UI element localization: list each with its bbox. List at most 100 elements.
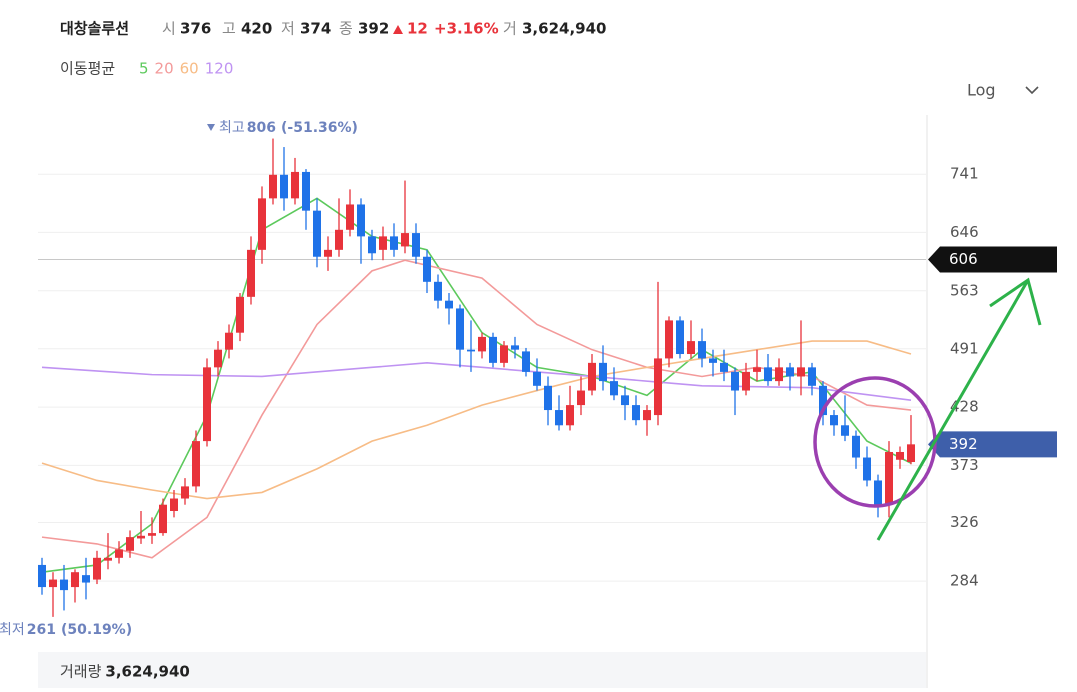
candle-body [863,457,871,481]
open-label: 시 [162,20,176,38]
high-value: 420 [241,20,272,38]
crosshair-tag [928,246,1057,273]
candle-body [280,174,288,199]
candle-body [555,410,563,426]
candle-body [368,236,376,254]
candle-body [786,367,794,377]
candle-body [654,358,662,416]
candle-body [566,405,574,426]
y-tick-label: 326 [950,513,979,531]
candle-body [159,504,167,534]
low-label: 저 [281,20,295,38]
annotation-value: 261 [27,622,56,638]
candle-body [885,451,893,505]
candle-body [907,444,915,463]
candle-body [170,498,178,511]
candle-body [709,358,717,363]
candle-body [71,572,79,588]
candle-body [522,351,530,372]
candle-body [324,249,332,257]
candle-body [764,367,772,382]
candle-body [247,249,255,297]
candle-body [335,229,343,250]
close-label: 종 [339,20,353,38]
candle-body [874,480,882,505]
arrow-head [989,277,1042,326]
candle-body [357,204,365,237]
candle-body [676,320,684,355]
candle-body [379,236,387,250]
candle-body [643,410,651,421]
scale-toggle[interactable]: Log [967,81,996,100]
annotation-change: (-51.36%) [281,120,358,136]
candle-body [148,533,156,536]
change-rate: +3.16% [434,20,499,38]
candle-body [830,415,838,426]
candle-body [269,174,277,199]
candle-body [225,332,233,350]
candle-body [577,390,585,406]
candle-body [841,425,849,436]
annotation-label: 최고 [219,120,245,136]
stock-name: 대창솔루션 [60,20,129,38]
candle-body [236,296,244,333]
change: 12 [407,20,428,38]
candle-body [610,381,618,396]
candle-body [192,441,200,487]
candle-body [93,557,101,580]
ma-legend-item: 60 [180,60,199,78]
last-price-value: 392 [949,435,978,453]
candle-body [115,549,123,558]
y-tick-label: 741 [950,165,979,183]
y-tick-label: 491 [950,339,979,357]
candle-body [390,236,398,250]
y-tick-label: 563 [950,281,979,299]
candle-body [181,486,189,499]
candle-body [742,371,750,391]
candle-body [698,341,706,359]
candle-body [291,171,299,199]
candle-body [137,535,145,539]
volume-value: 3,624,940 [522,20,606,38]
candle-body [467,349,475,352]
candle-body [214,349,222,368]
candle-body [808,367,816,386]
candle-body [544,385,552,411]
candle-body [753,367,761,372]
close-value: 392 [358,20,389,38]
ma-line [41,340,912,500]
ma-legend-item: 5 [139,60,149,78]
annotation-label: 최저 [0,622,25,638]
candle-body [313,210,321,257]
candle-body [104,557,112,561]
candle-body [621,395,629,406]
y-tick-label: 646 [950,223,979,241]
dropdown-chevron[interactable] [1025,86,1039,95]
candle-body [500,345,508,363]
candle-body [203,367,211,442]
volume-area [38,652,926,688]
candle-body [720,362,728,372]
candle-body [489,336,497,363]
candle-body [775,367,783,382]
candle-body [819,385,827,416]
candle-body [599,362,607,382]
candle-body [423,256,431,282]
candle-body [687,341,695,355]
candle-body [797,367,805,377]
open-value: 376 [180,20,211,38]
header: 대창솔루션 시 376 고 420 저 374 종 392 12 +3.16% … [60,20,606,78]
candle-body [533,371,541,386]
ma-line [41,197,912,573]
volume-title: 거래량 [60,663,102,681]
ma-legend-title: 이동평균 [60,60,115,78]
crosshair-value: 606 [949,250,978,268]
candle-body [82,575,90,583]
volume-label: 거 [503,20,517,38]
candle-body [346,204,354,230]
up-icon [393,25,403,34]
candle-body [126,537,134,551]
